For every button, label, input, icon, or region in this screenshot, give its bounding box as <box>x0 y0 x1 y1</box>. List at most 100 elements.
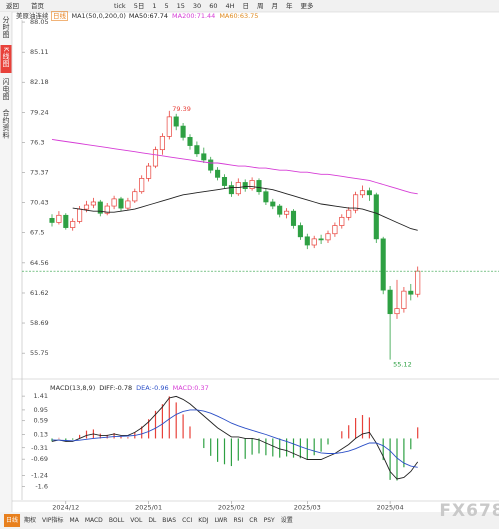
high-annotation: 79.39 <box>172 105 191 113</box>
toolbar-item[interactable]: 年 <box>286 1 293 10</box>
x-tick-label: 2024/12 <box>52 504 79 512</box>
indicator-tab[interactable]: PSY <box>264 517 275 524</box>
indicator-tab[interactable]: KDJ <box>198 517 209 524</box>
indicator-tab[interactable]: CCI <box>182 517 192 524</box>
candle-body <box>228 185 234 195</box>
ma-legend: MA200:71.44 <box>172 12 215 20</box>
candle-body <box>318 238 324 241</box>
y-tick-label: -1.6 <box>35 482 48 490</box>
y-tick-label: 58.69 <box>30 319 49 327</box>
toolbar-item[interactable]: 5 <box>164 2 168 10</box>
symbol-name: 美原油连续 <box>16 11 49 20</box>
candle-body <box>49 218 55 223</box>
indicator-tab[interactable]: 期权 <box>24 516 36 524</box>
candle-body <box>132 191 138 202</box>
toolbar-item[interactable]: 日 <box>243 2 250 10</box>
candle-body <box>270 201 276 207</box>
candle-body <box>263 191 269 203</box>
candle-body <box>284 210 290 215</box>
candle-body <box>97 201 103 214</box>
sidebar-tab[interactable]: 分时图 <box>2 15 10 39</box>
candle-body <box>173 116 179 127</box>
candle-body <box>346 209 352 218</box>
toolbar-item[interactable]: 1 <box>152 2 156 10</box>
watermark: FX678 <box>439 501 499 521</box>
macd-legend: MACD(13,8,9) <box>50 384 95 392</box>
candle-body <box>194 145 200 155</box>
candle-body <box>415 270 421 295</box>
y-tick-label: 70.43 <box>30 199 49 207</box>
x-tick-label: 2025/02 <box>218 504 245 512</box>
candle-body <box>235 182 241 195</box>
indicator-tab[interactable]: CR <box>249 517 257 524</box>
candle-body <box>339 216 345 226</box>
candle-body <box>408 290 414 295</box>
indicator-tab[interactable]: 设置 <box>281 516 293 524</box>
indicator-tab[interactable]: 日线 <box>6 516 18 524</box>
toolbar-item[interactable]: 更多 <box>301 1 315 10</box>
indicator-tab[interactable]: MACD <box>85 517 103 524</box>
x-tick-label: 2025/04 <box>377 504 404 512</box>
toolbar-item[interactable]: 60 <box>209 2 217 10</box>
y-tick-label: 0.59 <box>34 417 48 425</box>
toolbar-item[interactable]: 返回 <box>6 2 19 10</box>
candle-body <box>332 225 338 235</box>
candle-body <box>401 290 407 309</box>
toolbar-item[interactable]: 5日 <box>134 2 145 10</box>
y-tick-label: 79.24 <box>30 108 49 116</box>
sidebar-tab[interactable]: K线图 <box>2 47 10 68</box>
candle-body <box>353 194 359 211</box>
period-box <box>51 11 68 21</box>
low-annotation: 55.12 <box>393 361 412 369</box>
candle-body <box>366 190 372 196</box>
y-tick-label: 73.37 <box>30 169 49 177</box>
sidebar-active-bg <box>0 45 12 73</box>
candle-body <box>208 159 214 171</box>
toolbar-item[interactable]: 4H <box>225 2 234 10</box>
indicator-tab[interactable]: BIAS <box>162 517 176 524</box>
candle-body <box>125 200 131 209</box>
x-tick-label: 2025/01 <box>135 504 162 512</box>
toolbar-item[interactable]: 月 <box>272 2 279 10</box>
macd-legend: MACD:0.37 <box>173 384 209 392</box>
tabbar-bg <box>0 512 499 529</box>
candle-body <box>83 204 90 210</box>
y-tick-label: -0.31 <box>31 444 48 452</box>
indicator-tab[interactable]: RSI <box>233 517 243 524</box>
sidebar-bg <box>0 12 12 512</box>
indicator-tab[interactable]: BOLL <box>109 517 125 524</box>
sidebar-tab[interactable]: 合约资料 <box>2 108 10 140</box>
candle-body <box>146 165 152 179</box>
indicator-tab[interactable]: LWR <box>215 517 228 524</box>
indicator-tab[interactable]: VOL <box>130 517 143 524</box>
candle-body <box>215 169 221 178</box>
ma-line <box>51 138 418 195</box>
sidebar-tab[interactable]: 闪电图 <box>2 77 10 101</box>
candle-body <box>297 225 303 238</box>
toolbar-item[interactable]: 30 <box>193 2 201 10</box>
toolbar-item[interactable]: 首页 <box>31 1 45 10</box>
candle-body <box>111 198 117 207</box>
y-tick-label: 61.62 <box>30 289 49 297</box>
y-tick-label: 55.75 <box>30 349 49 357</box>
indicator-tab[interactable]: DL <box>148 517 157 524</box>
y-tick-label: 67.5 <box>30 229 44 237</box>
candle-body <box>277 205 283 215</box>
candle-body <box>373 194 379 240</box>
candle-body <box>139 178 145 193</box>
candle-body <box>359 190 366 196</box>
indicator-tab[interactable]: MA <box>70 517 80 524</box>
candle-body <box>118 198 124 209</box>
candle-body <box>187 137 193 146</box>
diff-line <box>51 395 419 480</box>
indicator-tab[interactable]: VIP指标 <box>42 516 64 524</box>
candle-body <box>256 180 262 193</box>
candle-body <box>70 221 76 228</box>
dea-line <box>51 409 418 468</box>
toolbar-item[interactable]: tick <box>114 2 126 10</box>
toolbar-item[interactable]: 15 <box>177 2 185 10</box>
candle-body <box>221 177 228 186</box>
macd-legend: DIFF:-0.78 <box>99 384 132 392</box>
toolbar-item[interactable]: 周 <box>257 2 264 10</box>
